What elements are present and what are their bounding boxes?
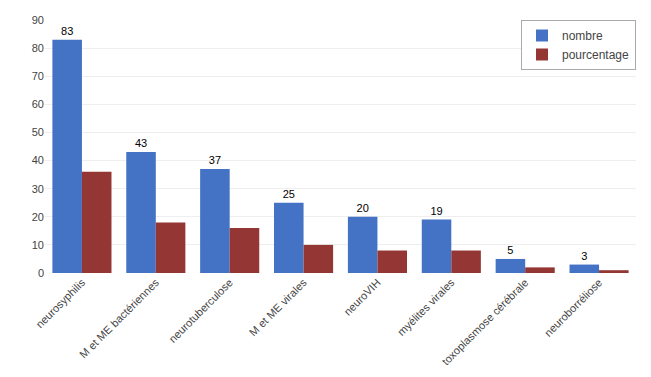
svg-text:5: 5 [507,244,513,256]
svg-text:43: 43 [135,137,147,149]
svg-text:neurosyphilis: neurosyphilis [33,276,87,330]
svg-text:20: 20 [357,202,369,214]
svg-text:37: 37 [209,154,221,166]
svg-text:60: 60 [32,98,44,110]
svg-text:neuroborréliose: neuroborréliose [542,276,605,339]
svg-text:80: 80 [32,42,44,54]
svg-text:19: 19 [430,205,442,217]
svg-text:25: 25 [283,188,295,200]
svg-text:10: 10 [32,239,44,251]
svg-text:20: 20 [32,211,44,223]
svg-text:neuroVIH: neuroVIH [341,276,382,317]
svg-text:90: 90 [32,14,44,26]
svg-text:M et ME bactériennes: M et ME bactériennes [77,276,161,360]
svg-text:nombre: nombre [562,29,603,43]
svg-text:40: 40 [32,154,44,166]
svg-text:3: 3 [581,250,587,262]
svg-text:83: 83 [61,25,73,37]
svg-text:M et ME virales: M et ME virales [247,276,309,338]
svg-text:50: 50 [32,126,44,138]
svg-text:myélites virales: myélites virales [395,276,457,338]
svg-text:toxoplasmose cérébrale: toxoplasmose cérébrale [439,276,530,367]
svg-text:0: 0 [38,267,44,279]
svg-text:70: 70 [32,70,44,82]
svg-text:neurotuberculose: neurotuberculose [166,276,235,345]
svg-text:30: 30 [32,183,44,195]
svg-text:pourcentage: pourcentage [562,48,629,62]
